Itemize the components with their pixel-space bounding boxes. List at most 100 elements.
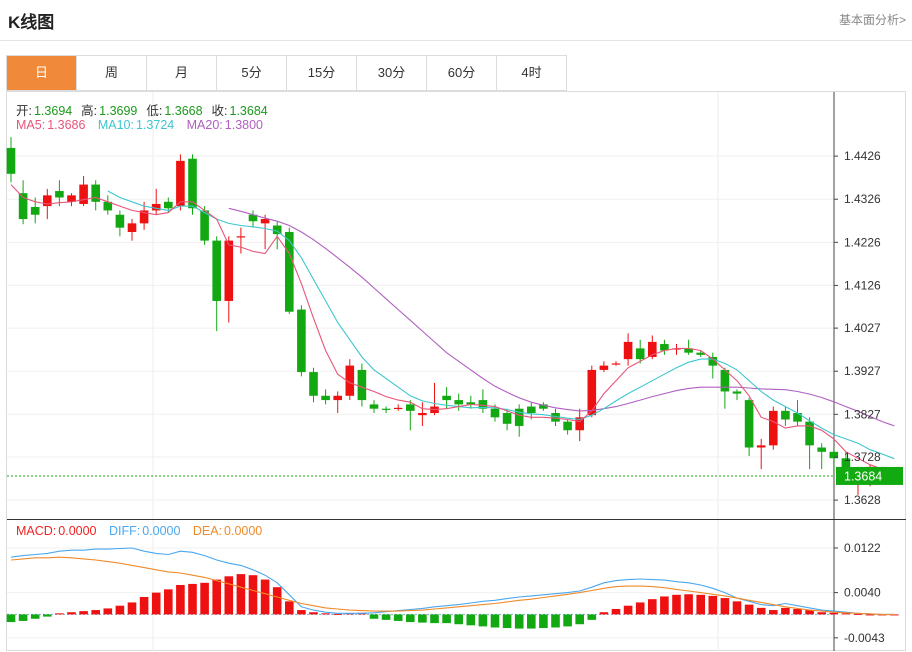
candle-body xyxy=(793,413,802,422)
candle-body xyxy=(321,395,330,401)
ma-legend: MA5: 1.3686 MA10: 1.3724 MA20: 1.3800 xyxy=(16,118,265,132)
candle-body xyxy=(260,219,270,224)
macd-bar xyxy=(817,612,826,615)
macd-bar xyxy=(297,610,306,615)
diff-line xyxy=(10,547,895,615)
macd-bar xyxy=(781,607,790,615)
candle-body xyxy=(30,206,40,215)
macd-bar xyxy=(708,595,718,615)
candle-body xyxy=(623,341,633,360)
candle-body xyxy=(139,210,149,224)
candle-body xyxy=(454,400,463,405)
macd-bar xyxy=(164,589,173,615)
fundamentals-link[interactable]: 基本面分析> xyxy=(838,13,906,27)
tab-month[interactable]: 月 xyxy=(147,56,217,90)
macd-bar xyxy=(611,608,621,615)
macd-bar xyxy=(805,610,814,615)
macd-bar xyxy=(720,598,730,615)
candle-body xyxy=(599,365,609,370)
ma20-label: MA20: xyxy=(186,118,223,132)
macd-bar xyxy=(490,614,500,628)
macd-bar xyxy=(6,614,16,623)
tab-day[interactable]: 日 xyxy=(7,56,77,90)
candle-body xyxy=(756,445,766,448)
tab-week[interactable]: 周 xyxy=(77,56,147,90)
macd-bar xyxy=(321,613,330,615)
open-label: 开: xyxy=(16,104,32,118)
macd-bar xyxy=(599,612,609,615)
macd-bar xyxy=(248,575,258,615)
diff-value: 0.0000 xyxy=(142,524,181,538)
macd-bar xyxy=(793,608,802,615)
macd-bar xyxy=(623,605,633,615)
candle-body xyxy=(18,193,28,220)
macd-bar xyxy=(551,614,560,628)
tab-4hour[interactable]: 4时 xyxy=(497,56,567,90)
candle-body xyxy=(611,363,621,365)
macd-bar xyxy=(43,614,52,617)
y-tick-label: -0.0043 xyxy=(844,631,885,645)
macd-bar xyxy=(127,602,137,615)
close-value: 1.3684 xyxy=(229,104,268,118)
macd-bar xyxy=(188,583,197,615)
macd-bar xyxy=(587,614,597,620)
tab-5min[interactable]: 5分 xyxy=(217,56,287,90)
candle-body xyxy=(720,369,730,392)
ma20-value: 1.3800 xyxy=(224,118,264,132)
candle-body xyxy=(103,201,113,211)
candle-body xyxy=(285,231,294,312)
macd-bar xyxy=(406,614,415,623)
macd-bar xyxy=(139,596,149,615)
low-label: 低: xyxy=(146,104,163,118)
macd-bar xyxy=(744,604,754,615)
dea-value: 0.0000 xyxy=(224,524,263,538)
macd-bar xyxy=(30,614,40,619)
ohlc-legend: 开: 1.3694 高: 1.3699 低: 1.3668 收: 1.3684 xyxy=(16,100,270,119)
tab-60min[interactable]: 60分 xyxy=(427,56,497,90)
candle-body xyxy=(188,158,197,209)
candle-body xyxy=(176,160,185,207)
candle-body xyxy=(224,240,234,301)
y-tick-label: 1.3927 xyxy=(844,364,881,378)
y-tick-label: 0.0122 xyxy=(844,541,881,555)
period-tabs: 日 周 月 5分 15分 30分 60分 4时 xyxy=(6,55,567,91)
macd-bar xyxy=(381,614,391,620)
macd-bar xyxy=(272,587,282,615)
candle-body xyxy=(696,352,705,355)
macd-bar xyxy=(442,614,451,624)
macd-bar xyxy=(527,614,536,629)
tab-30min[interactable]: 30分 xyxy=(357,56,427,90)
chart-frame xyxy=(6,91,906,651)
macd-bar xyxy=(333,613,342,615)
candle-body xyxy=(369,404,379,409)
macd-bar xyxy=(176,585,185,615)
candle-body xyxy=(357,369,367,401)
candle-body xyxy=(393,407,403,410)
macd-bar xyxy=(236,574,246,615)
ma20-line xyxy=(228,207,895,427)
macd-bar xyxy=(67,612,76,615)
ma10-label: MA10: xyxy=(97,118,134,132)
macd-bar xyxy=(502,614,512,629)
close-label: 收: xyxy=(211,104,228,118)
macd-bar xyxy=(563,614,572,627)
candle-body xyxy=(502,413,512,424)
candle-body xyxy=(781,410,790,420)
y-tick-label: 1.4126 xyxy=(844,278,881,292)
high-value: 1.3699 xyxy=(99,104,138,118)
macd-bar xyxy=(418,614,427,623)
candle-body xyxy=(539,404,548,409)
macd-bar xyxy=(865,614,875,616)
high-label: 高: xyxy=(81,104,98,118)
open-value: 1.3694 xyxy=(33,104,73,118)
candle-body xyxy=(345,365,355,396)
macd-bar xyxy=(466,614,476,626)
candle-body xyxy=(575,417,584,431)
ma5-value: 1.3686 xyxy=(47,118,86,132)
tab-15min[interactable]: 15分 xyxy=(287,56,357,90)
macd-bar xyxy=(732,601,742,615)
candle-body xyxy=(769,410,778,446)
macd-bar xyxy=(285,601,294,615)
y-tick-label: 1.3827 xyxy=(844,407,881,421)
